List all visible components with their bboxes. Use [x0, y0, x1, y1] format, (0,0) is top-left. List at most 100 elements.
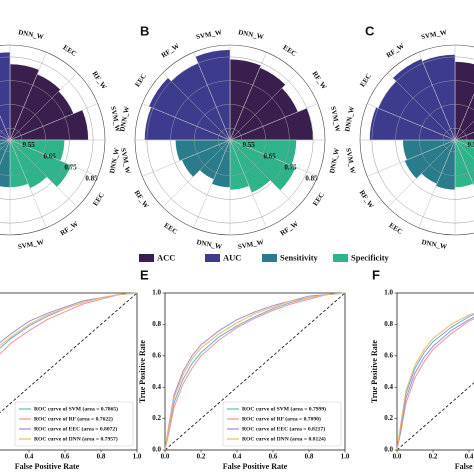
rose-sector [0, 135, 11, 141]
category-label: EEC [311, 191, 326, 207]
spoke [9, 72, 78, 141]
legend-label: ROC curve of DNN (area = 0.7957) [34, 435, 118, 442]
x-tick-label: 0.0 [393, 453, 402, 461]
plot-frame [396, 292, 474, 451]
spoke [162, 139, 231, 208]
panel-label: E [140, 267, 149, 282]
radial-tick-label: 0.55 [242, 141, 255, 149]
legend-label: ROC curve of SVM (area = 0.7865) [34, 405, 118, 412]
y-tick-label: 0.0 [384, 446, 393, 454]
plot-frame [0, 292, 138, 451]
x-tick-label: 1.0 [133, 453, 142, 461]
panel-label: B [140, 23, 149, 38]
legend-box [14, 401, 134, 447]
legend-swatch [139, 254, 154, 262]
panel-label: C [365, 23, 375, 38]
rose-sector [454, 139, 474, 187]
roc-curve [396, 316, 474, 451]
legend-label: ROC curve of EEC (area = 0.8217) [242, 425, 325, 432]
spoke [454, 139, 474, 187]
rose-chart: 0.550.650.750.85DNN_WEECRF_WSVM_WDNN_WEE… [343, 23, 474, 251]
spoke [193, 139, 231, 228]
spoke [0, 115, 11, 141]
spoke [193, 52, 231, 141]
radial-tick-label: 0.55 [467, 141, 474, 149]
radial-tick-label: 0.75 [284, 163, 297, 171]
y-tick-label: 0.6 [384, 351, 393, 359]
category-label: SVM_W [17, 238, 44, 251]
rose-sector [454, 131, 474, 141]
category-label: EEC [358, 72, 373, 88]
legend-label: ROC curve of SVM (area = 0.7999) [242, 405, 326, 412]
category-label: DNN_W [343, 106, 356, 133]
rose-chart: 0.550.650.750.85DNN_WEECRF_WSVM_WDNN_WEE… [118, 23, 342, 251]
x-tick-label: 0.4 [25, 453, 34, 461]
x-tick-label: 0.2 [197, 453, 206, 461]
x-tick-label: 0.6 [61, 453, 70, 461]
x-tick-label: 0.4 [233, 453, 242, 461]
category-label: SVM_W [195, 28, 222, 41]
x-tick-label: 0.0 [161, 453, 170, 461]
y-tick-label: 0.2 [152, 414, 161, 422]
category-label: DNN_W [238, 28, 265, 41]
x-axis-label: False Positive Rate [455, 462, 474, 471]
y-tick-label: 0.0 [152, 446, 161, 454]
category-label: RF_W [358, 189, 376, 210]
rose-sector [454, 139, 474, 149]
legend-label: Specificity [351, 252, 390, 262]
spoke [162, 72, 231, 141]
x-tick-label: 0.6 [269, 453, 278, 461]
spoke [229, 139, 318, 177]
category-label: EEC [133, 72, 148, 88]
category-label: DNN_W [421, 238, 448, 251]
legend-label: AUC [223, 252, 241, 262]
y-tick-label: 1.0 [152, 289, 161, 297]
spoke [229, 139, 267, 228]
x-tick-label: 0.8 [305, 453, 314, 461]
roc-curve [164, 292, 346, 451]
y-tick-label: 0.4 [384, 383, 393, 391]
roc-curve [396, 318, 474, 451]
roc-curve [0, 292, 138, 347]
x-axis-label: False Positive Rate [223, 462, 288, 471]
spoke [454, 120, 474, 141]
x-tick-label: 0.8 [97, 453, 106, 461]
spoke [367, 103, 456, 141]
y-tick-label: 0.4 [152, 383, 161, 391]
legend-swatch [333, 254, 348, 262]
legend-box [222, 401, 342, 447]
spoke [454, 139, 474, 149]
roc-chart: 0.0 0.2 0.4 0.0 0.2 0.4 0.6 0.8 1.0 False Positiv… [370, 267, 474, 471]
x-tick-label: 0.4 [465, 453, 474, 461]
y-tick-label: 0.6 [152, 351, 161, 359]
category-label: SVM_W [420, 28, 447, 41]
category-label: RF_W [279, 220, 300, 238]
category-label: DNN_W [18, 28, 45, 41]
spoke [229, 139, 298, 208]
roc-curve [396, 313, 474, 451]
legend-swatch [205, 254, 220, 262]
spoke [0, 139, 11, 165]
category-label: DNN_W [196, 238, 223, 251]
roc-curve [164, 292, 346, 451]
y-tick-label: 0.8 [152, 320, 161, 328]
category-label: RF_W [310, 70, 328, 91]
legend-label: Sensitivity [280, 252, 319, 262]
y-axis-label: True Positive Rate [138, 340, 147, 403]
spoke [454, 131, 474, 141]
radial-tick-label: 0.85 [305, 175, 318, 183]
category-label: EEC [388, 221, 404, 236]
spoke [229, 72, 298, 141]
spoke [9, 139, 98, 177]
spoke [9, 139, 47, 228]
spoke [9, 103, 98, 141]
roc-curve [396, 312, 474, 451]
category-label: SVM_W [119, 147, 132, 174]
roc-curve [0, 292, 138, 355]
spoke [418, 52, 456, 141]
rose-chart: 0.550.650.750.85DNN_WEECRF_WSVM_WDNN_WEE… [0, 28, 122, 251]
category-label: EEC [61, 43, 77, 58]
category-label: RF_W [160, 42, 181, 60]
spoke [142, 139, 231, 177]
